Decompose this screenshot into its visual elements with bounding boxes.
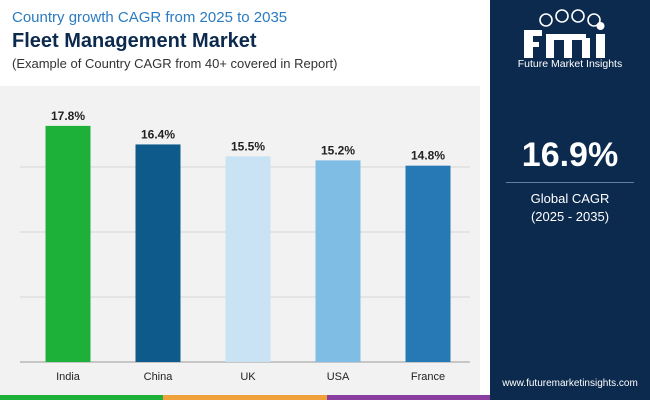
bar-chart: 17.8% India 16.4% China 15.5% UK 15.2% USA 14.8%… <box>20 109 470 383</box>
bar-france <box>405 165 451 362</box>
fmi-logo-icon <box>524 9 605 58</box>
x-tick-label-india: India <box>56 371 81 383</box>
data-label-india: 17.8% <box>51 109 85 123</box>
chart-title: Fleet Management Market <box>12 30 257 52</box>
global-cagr-value: 16.9% <box>521 136 619 174</box>
website-url: www.futuremarketinsights.com <box>502 378 638 389</box>
data-label-uk: 15.5% <box>231 139 265 153</box>
chart-header: Country growth CAGR from 2025 to 2035 Fl… <box>12 8 482 73</box>
data-label-china: 16.4% <box>141 127 175 141</box>
bottom-color-strip <box>0 395 490 400</box>
data-label-usa: 15.2% <box>321 143 355 157</box>
bar-uk <box>225 156 271 362</box>
sidebar-panel: Future Market Insights 16.9% Global CAGR… <box>490 0 650 400</box>
cagr-divider <box>506 182 634 183</box>
bar-china <box>135 144 181 362</box>
strip-segment-purple <box>326 395 490 400</box>
strip-segment-green <box>0 395 164 400</box>
chart-plot-area: 17.8% India 16.4% China 15.5% UK 15.2% USA 14.8%… <box>0 86 480 400</box>
x-tick-label-usa: USA <box>327 371 350 383</box>
bar-usa <box>315 160 361 362</box>
logo-text: Future Market Insights <box>517 58 623 70</box>
data-label-france: 14.8% <box>411 149 445 163</box>
global-cagr-label: Global CAGR <box>530 191 610 206</box>
chart-subtitle: (Example of Country CAGR from 40+ covere… <box>12 56 338 71</box>
strip-segment-orange <box>163 395 327 400</box>
x-tick-label-france: France <box>411 371 445 383</box>
x-tick-label-china: China <box>144 371 174 383</box>
x-tick-label-uk: UK <box>240 371 256 383</box>
global-cagr-period: (2025 - 2035) <box>530 209 610 224</box>
chart-supertitle: Country growth CAGR from 2025 to 2035 <box>12 9 288 26</box>
bar-india <box>45 125 91 362</box>
